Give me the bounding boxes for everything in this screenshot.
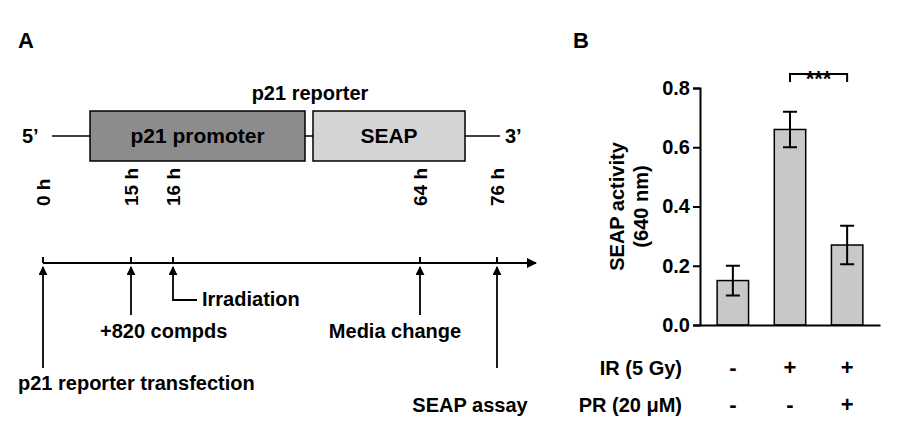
time-label: 64 h bbox=[410, 168, 431, 206]
y-tick-mark bbox=[693, 147, 700, 149]
figure: Ap21 reporter 5’ 3’ p21 promoter SEAP 0 h p21 … bbox=[0, 0, 903, 435]
event-label: p21 reporter transfection bbox=[18, 372, 255, 394]
y-tick: 0.6 bbox=[662, 136, 700, 158]
y-tick-mark bbox=[693, 206, 700, 208]
three-prime: 3’ bbox=[505, 125, 522, 147]
y-axis-title: SEAP activity bbox=[606, 141, 628, 270]
condition-value: - bbox=[729, 392, 736, 417]
y-axis-line bbox=[693, 89, 701, 326]
y-tick: 0.8 bbox=[662, 77, 700, 99]
timeline-tick bbox=[130, 257, 132, 263]
event-label: Media change bbox=[329, 320, 461, 342]
panel-label: B bbox=[573, 28, 589, 53]
condition-value: - bbox=[786, 392, 793, 417]
five-prime: 5’ bbox=[22, 125, 39, 147]
event-label: Irradiation bbox=[202, 288, 300, 310]
construct-part bbox=[90, 111, 305, 161]
timeline-axis bbox=[43, 262, 536, 264]
y-axis-title: (640 nm) bbox=[630, 165, 652, 247]
event-arrow bbox=[419, 267, 421, 315]
event-arrow bbox=[496, 267, 498, 368]
timeline-tick bbox=[419, 257, 421, 263]
error-bar bbox=[726, 266, 740, 296]
y-axis: 0.0 0.2 0.4 0.6 0.8 bbox=[662, 77, 700, 336]
time-label: 15 h bbox=[121, 168, 142, 206]
panel-a: Ap21 reporter 5’ 3’ p21 promoter SEAP 0 h p21 … bbox=[18, 28, 536, 416]
condition-label: PR (20 μM) bbox=[579, 394, 682, 416]
event-label: SEAP assay bbox=[412, 394, 528, 416]
y-tick-label: 0.8 bbox=[662, 77, 690, 99]
event-arrow bbox=[42, 267, 44, 368]
construct-part-label: p21 promoter bbox=[130, 124, 264, 147]
construct-title: p21 reporter bbox=[252, 82, 369, 104]
condition-value: + bbox=[841, 392, 854, 417]
condition-value: + bbox=[841, 355, 854, 380]
y-tick-label: 0.4 bbox=[662, 195, 691, 217]
bar bbox=[774, 129, 805, 325]
x-axis bbox=[701, 325, 881, 327]
x-axis-line bbox=[701, 325, 881, 327]
y-tick-label: 0.2 bbox=[662, 255, 690, 277]
event-arrow bbox=[173, 267, 197, 300]
condition-value: + bbox=[784, 355, 797, 380]
condition-value: - bbox=[729, 355, 736, 380]
time-label: 16 h bbox=[163, 168, 184, 206]
timeline-tick bbox=[496, 257, 498, 263]
y-tick-mark bbox=[693, 325, 700, 327]
event-arrow bbox=[130, 267, 132, 315]
timeline-tick bbox=[42, 257, 44, 263]
y-tick: 0.4 bbox=[662, 195, 700, 217]
time-label: 0 h bbox=[33, 179, 54, 206]
y-tick-mark bbox=[693, 88, 700, 90]
y-tick-mark bbox=[693, 265, 700, 267]
y-tick-label: 0.0 bbox=[662, 314, 690, 336]
construct-part-label: SEAP bbox=[360, 124, 417, 147]
y-tick-label: 0.6 bbox=[662, 136, 690, 158]
y-tick: 0.2 bbox=[662, 255, 700, 277]
condition-label: IR (5 Gy) bbox=[600, 357, 682, 379]
time-label: 76 h bbox=[487, 168, 508, 206]
event-label: +820 compds bbox=[100, 320, 227, 342]
error-bar bbox=[783, 112, 797, 148]
error-bar bbox=[840, 226, 854, 265]
panel-b: B 0.0 0.2 0.4 0.6 0.8 SEAP activity(640 nm) IR … bbox=[573, 28, 881, 417]
timeline-tick bbox=[172, 257, 174, 263]
construct-part bbox=[313, 111, 465, 161]
bars bbox=[717, 112, 863, 325]
y-tick: 0.0 bbox=[662, 314, 700, 336]
significance-label: *** bbox=[806, 66, 832, 91]
panel-label: A bbox=[18, 28, 34, 53]
